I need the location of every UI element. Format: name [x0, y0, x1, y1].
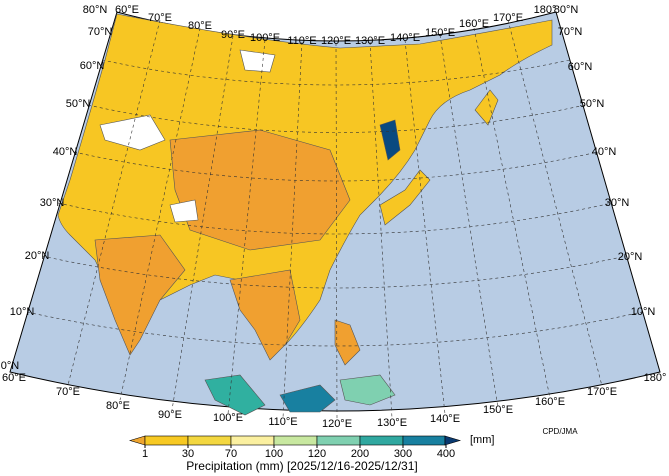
coordinate-label: 150°E [425, 27, 455, 39]
coordinate-label: 60°N [568, 61, 593, 73]
coordinate-label: 160°E [459, 18, 489, 30]
coordinate-label: 130°E [355, 35, 385, 47]
coordinate-label: 40°N [53, 146, 78, 158]
coordinate-label: 60°E [115, 4, 139, 16]
colorbar-tick-label: 100 [265, 448, 283, 460]
coordinate-label: 130°E [377, 417, 407, 429]
coordinate-label: 50°N [580, 98, 605, 110]
coordinate-label: 70°E [148, 12, 172, 24]
coordinate-label: 120°E [321, 35, 351, 47]
coordinate-label: 120°E [322, 418, 352, 430]
coordinate-label: 170°E [587, 386, 617, 398]
coordinate-label: 0°N [1, 360, 20, 372]
coordinate-label: 70°N [558, 26, 583, 38]
coordinate-label: 100°E [213, 412, 243, 424]
coordinate-label: 60°N [80, 60, 105, 72]
coordinate-label: 140°E [390, 32, 420, 44]
colorbar-tick-label: 70 [225, 448, 237, 460]
coordinate-label: 30°N [605, 197, 630, 209]
coordinate-label: 40°N [592, 146, 617, 158]
coordinate-label: 50°N [66, 98, 91, 110]
coordinate-label: 110°E [287, 35, 316, 47]
coordinate-label: 10°N [631, 306, 656, 318]
coordinate-label: 150°E [483, 404, 513, 416]
colorbar-tick-label: 1 [142, 448, 148, 460]
coordinate-label: 70°N [88, 26, 113, 38]
coordinate-label: 80°N [83, 4, 108, 16]
coordinate-label: 110°E [268, 416, 297, 428]
legend-unit: [mm] [470, 434, 494, 446]
colorbar-tick-label: 120 [308, 448, 326, 460]
colorbar-tick-label: 200 [351, 448, 369, 460]
coordinate-label: 20°N [25, 250, 50, 262]
colorbar-tick-label: 300 [394, 448, 412, 460]
coordinate-label: 90°E [221, 29, 245, 41]
coordinate-label: 70°E [56, 386, 80, 398]
coordinate-label: 140°E [430, 413, 460, 425]
credit: CPD/JMA [542, 427, 578, 436]
coordinate-label: 160°E [535, 396, 565, 408]
coordinate-label: 180° [644, 372, 667, 384]
coordinate-label: 30°N [40, 197, 65, 209]
coordinate-label: 180° [534, 4, 557, 16]
coordinate-label: 20°N [618, 251, 643, 263]
coordinate-label: 80°E [188, 20, 212, 32]
coordinate-label: 170°E [493, 12, 523, 24]
graticule [26, 19, 643, 421]
coordinate-label: 90°E [158, 409, 182, 421]
coordinate-label: 80°N [554, 4, 579, 16]
coordinate-label: 80°E [106, 400, 130, 412]
colorbar-tick-label: 30 [182, 448, 194, 460]
coordinate-label: 60°E [2, 372, 26, 384]
land [57, 13, 553, 416]
colorbar [128, 435, 462, 446]
coordinate-label: 100°E [250, 32, 280, 44]
legend-title: Precipitation (mm) [2025/12/16-2025/12/3… [186, 459, 417, 473]
colorbar-tick-label: 400 [437, 448, 455, 460]
coordinate-label: 10°N [10, 306, 35, 318]
